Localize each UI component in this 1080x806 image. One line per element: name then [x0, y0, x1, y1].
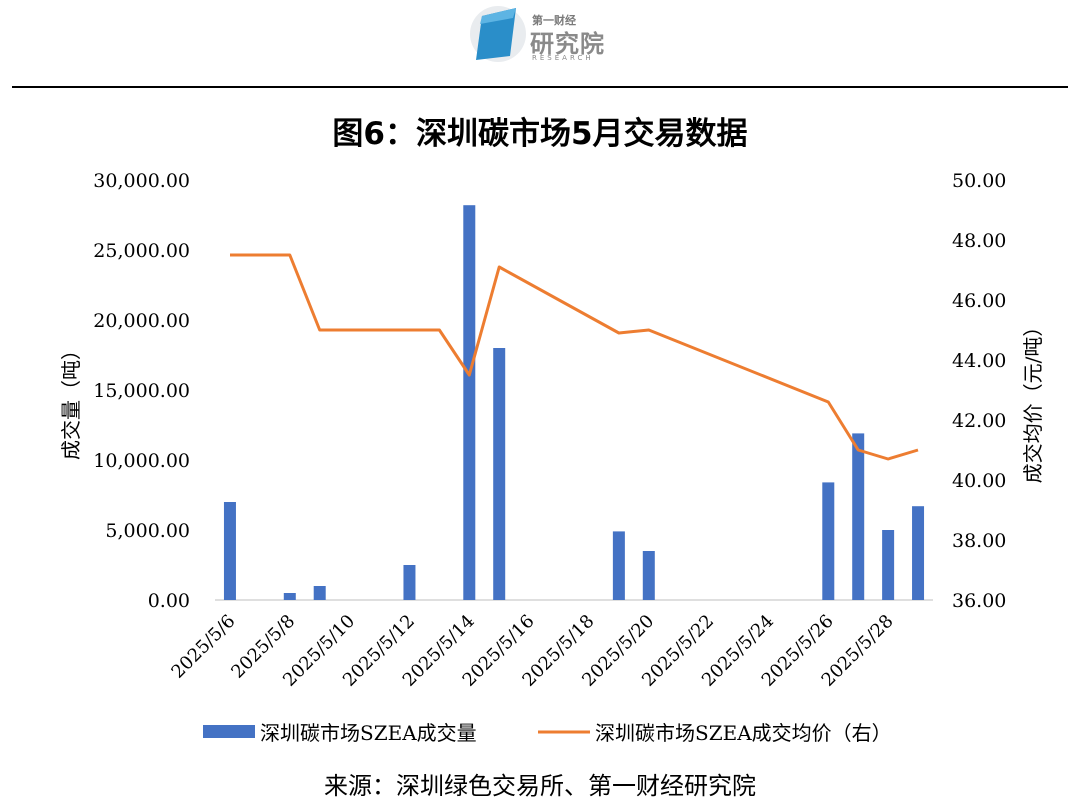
bar: [822, 482, 835, 600]
chart-title: 图6：深圳碳市场5月交易数据: [332, 116, 748, 152]
logo-sub-text: RESEARCH: [532, 54, 594, 62]
legend-bar-label: 深圳碳市场SZEA成交量: [260, 721, 477, 745]
header-rule: [12, 86, 1068, 88]
y-right-tick-label: 36.00: [952, 590, 1006, 612]
y-right-tick-label: 40.00: [952, 470, 1006, 492]
bar: [642, 551, 655, 600]
bar: [493, 348, 506, 600]
y-left-tick-label: 10,000.00: [93, 450, 190, 472]
bar: [612, 531, 625, 600]
legend-line-label: 深圳碳市场SZEA成交均价（右）: [595, 721, 892, 745]
y-right-tick-label: 48.00: [952, 230, 1006, 252]
price-line: [230, 253, 919, 461]
bar: [463, 205, 476, 600]
logo: 第一财经 研究院 RESEARCH: [466, 4, 616, 64]
x-tick-label: 2025/5/6: [167, 611, 239, 683]
y-left-tick-label: 0.00: [148, 590, 190, 612]
y-left-axis-title: 成交量（吨）: [59, 340, 83, 460]
y-right-tick-label: 50.00: [952, 170, 1006, 192]
bar: [882, 530, 895, 600]
logo-main-text: 研究院: [530, 30, 605, 58]
bar: [912, 506, 925, 600]
y-right-tick-label: 46.00: [952, 290, 1006, 312]
bar: [403, 565, 416, 600]
bar: [223, 502, 236, 600]
y-right-tick-label: 38.00: [952, 530, 1006, 552]
bar: [283, 593, 296, 600]
y-left-tick-label: 5,000.00: [105, 520, 190, 542]
y-right-tick-label: 44.00: [952, 350, 1006, 372]
y-right-tick-label: 42.00: [952, 410, 1006, 432]
y-left-tick-label: 30,000.00: [93, 170, 190, 192]
logo-emblem-icon: [470, 6, 526, 62]
bar: [852, 433, 865, 600]
y-left-tick-label: 20,000.00: [93, 310, 190, 332]
bar: [313, 586, 326, 600]
legend-bar-swatch: [203, 725, 255, 738]
source-note: 来源：深圳绿色交易所、第一财经研究院: [324, 772, 756, 800]
logo-top-text: 第一财经: [532, 14, 576, 27]
y-right-axis-title: 成交均价（元/吨）: [1021, 317, 1045, 484]
y-left-tick-label: 15,000.00: [93, 380, 190, 402]
y-left-tick-label: 25,000.00: [93, 240, 190, 262]
